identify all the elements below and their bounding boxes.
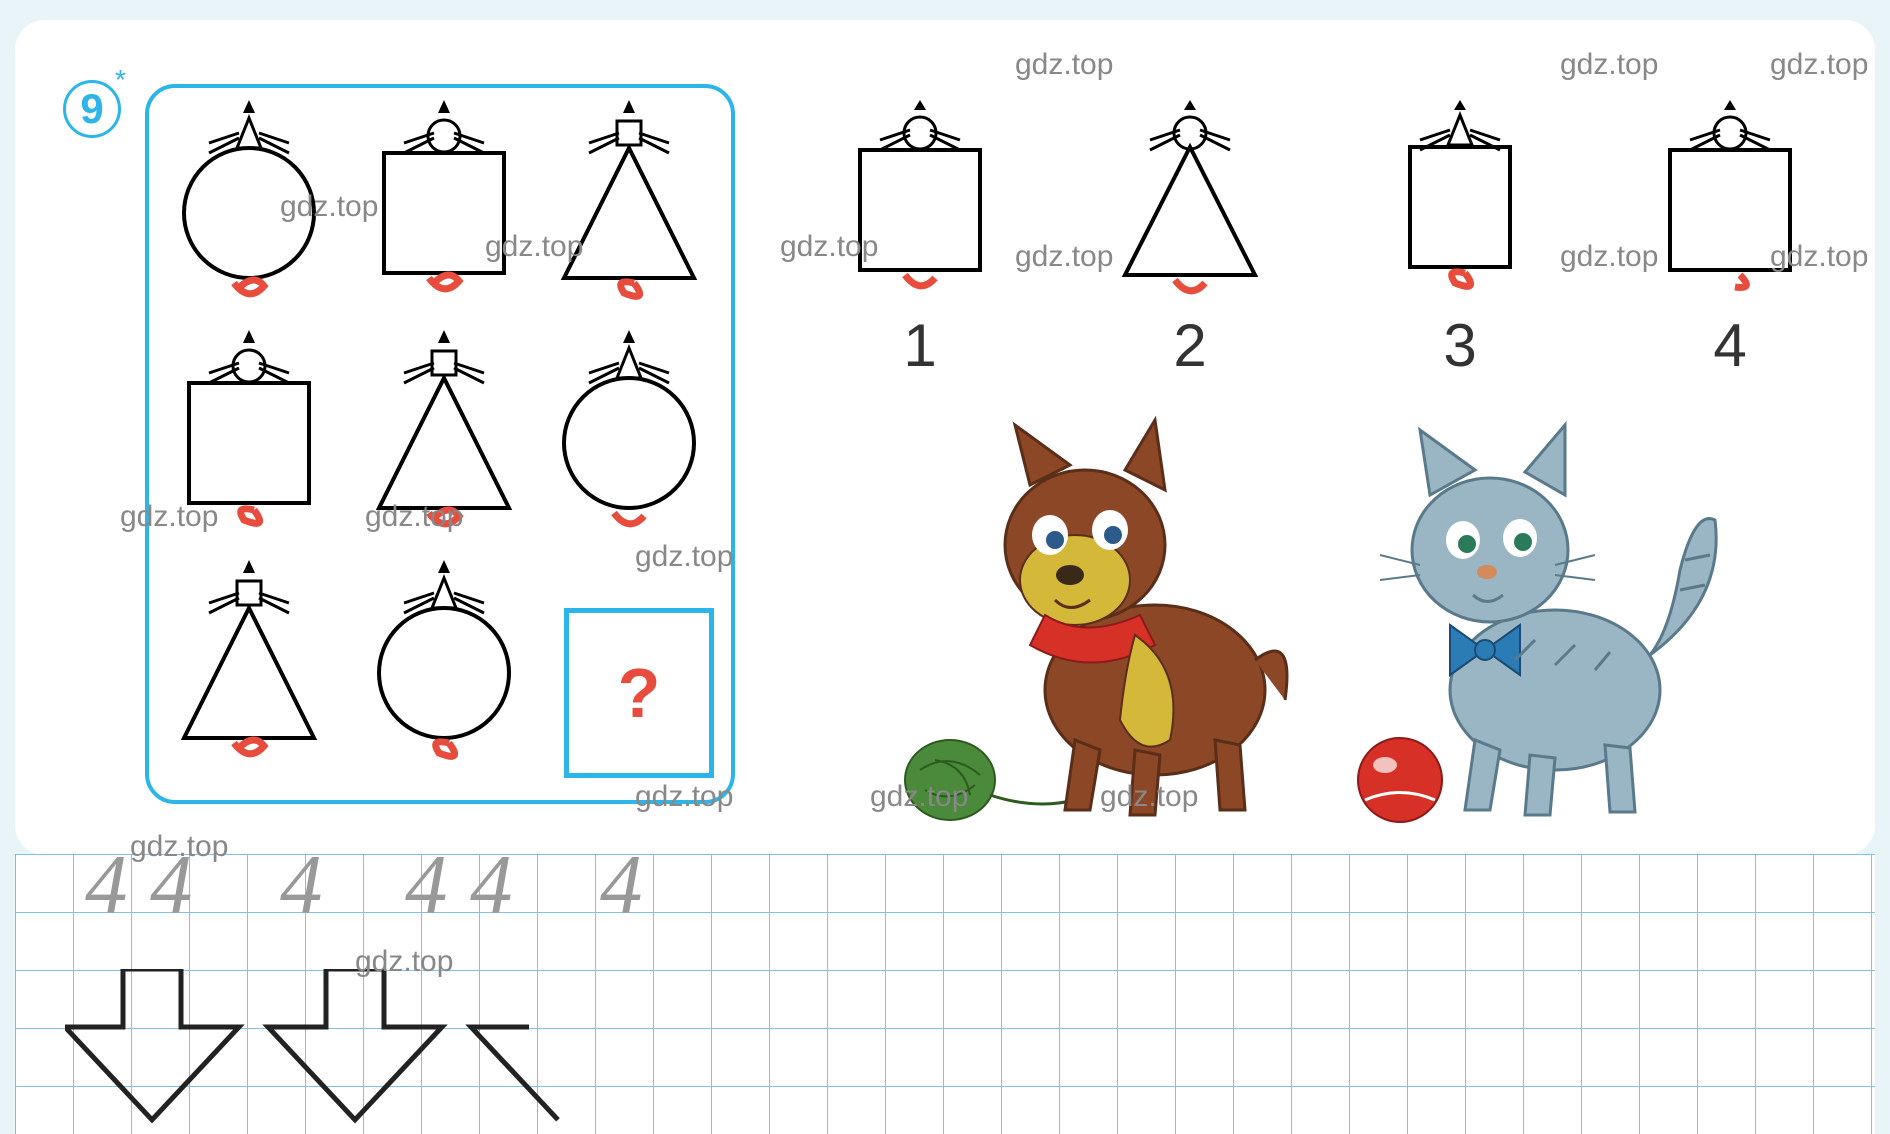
cat-r2c1 [189,330,309,523]
option-2[interactable]: 2 [1100,100,1280,380]
option-4-label: 4 [1713,311,1746,380]
content-box: 9 * [15,20,1875,855]
cat-r3c1 [184,560,314,754]
cat-r1c3 [564,100,694,296]
option-3-label: 3 [1443,311,1476,380]
exercise-number: 9 [63,80,121,138]
option-1-label: 1 [903,311,936,380]
options-row: 1 2 [785,100,1865,380]
option-2-label: 2 [1173,311,1206,380]
dog-icon [1005,420,1287,815]
option-1[interactable]: 1 [830,100,1010,380]
opt1-svg [830,100,1010,301]
cat-r1c2 [384,100,504,289]
cat-r2c3 [564,330,694,524]
trace-char: 4 [405,836,448,934]
trace-char: 4 [85,836,128,934]
question-mark-cell: ? [564,608,714,778]
star-marker: * [115,64,126,96]
cat-r3c2 [379,560,509,756]
option-4[interactable]: 4 [1640,100,1820,380]
pets-illustration [875,400,1775,830]
trace-char: 4 [150,836,193,934]
trace-char: 4 [470,836,513,934]
page-root: 9 * [0,0,1890,1134]
opt3-svg [1370,100,1550,301]
opt2-svg [1100,100,1280,301]
handwriting-grid: 444444 [15,854,1875,1134]
trace-char: 4 [280,836,323,934]
trace-char: 4 [600,836,643,934]
cat-r1c1 [184,100,314,294]
option-3[interactable]: 3 [1370,100,1550,380]
arrow-pattern [65,969,685,1129]
puzzle-grid: ? [145,84,735,804]
opt4-svg [1640,100,1820,301]
cat-r2c2 [379,330,509,524]
